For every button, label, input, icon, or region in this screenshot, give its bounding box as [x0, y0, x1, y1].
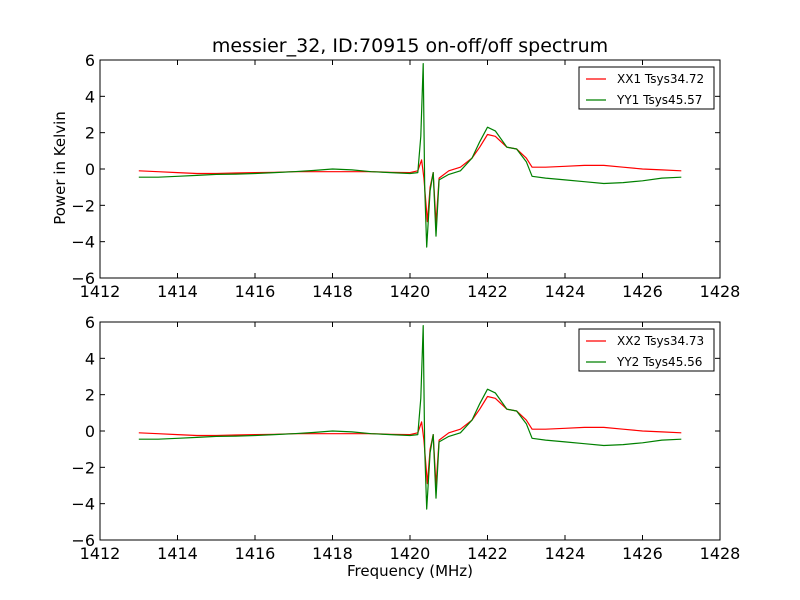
x-tick-label: 1418 — [312, 544, 353, 563]
y-tick-label: 2 — [85, 386, 95, 405]
legend-box — [578, 66, 715, 110]
x-tick-label: 1426 — [622, 544, 663, 563]
y-tick-label: 4 — [85, 349, 95, 368]
legend: XX1 Tsys34.72 YY1 Tsys45.57 — [578, 66, 715, 110]
x-tick-label: 1420 — [390, 282, 431, 301]
plot-panel-2: 1412 1414 1416 1418 1420 1422 1424 1426 1428 −6 −4… — [71, 313, 740, 563]
x-tick-label: 1412 — [80, 544, 121, 563]
x-tick-label: 1418 — [312, 282, 353, 301]
x-axis-label: Frequency (MHz) — [347, 562, 473, 580]
plot-panel-1: 1412 1414 1416 1418 1420 1422 1424 1426 1428 −6 −4… — [71, 51, 740, 301]
x-tick-label: 1428 — [700, 282, 741, 301]
series-line-yy2 — [138, 325, 682, 510]
y-axis-label: Power in Kelvin — [51, 111, 69, 225]
figure-title: messier_32, ID:70915 on-off/off spectrum — [212, 35, 608, 57]
y-tick-label: −6 — [71, 531, 95, 550]
x-tick-label: 1414 — [157, 544, 198, 563]
series-line-xx2 — [138, 395, 682, 487]
x-tick-label: 1412 — [80, 282, 121, 301]
x-tick-label: 1424 — [545, 544, 586, 563]
y-tick-label: 6 — [85, 313, 95, 332]
y-tick-label: −4 — [71, 233, 95, 252]
y-tick-label: −2 — [71, 458, 95, 477]
legend-label: YY1 Tsys45.57 — [616, 93, 702, 107]
y-tick-label: 0 — [85, 160, 95, 179]
legend-box — [578, 328, 715, 372]
legend-label: XX1 Tsys34.72 — [617, 72, 704, 86]
y-tick-label: 0 — [85, 422, 95, 441]
y-tick-label: 4 — [85, 87, 95, 106]
x-tick-label: 1420 — [390, 544, 431, 563]
x-tick-label: 1428 — [700, 544, 741, 563]
y-tick-label: −2 — [71, 196, 95, 215]
series-line-xx1 — [138, 133, 682, 225]
x-tick-label: 1416 — [235, 544, 276, 563]
x-tick-label: 1416 — [235, 282, 276, 301]
y-tick-label: 6 — [85, 51, 95, 70]
y-tick-label: −4 — [71, 495, 95, 514]
x-tick-label: 1422 — [467, 544, 508, 563]
legend-label: YY2 Tsys45.56 — [616, 355, 702, 369]
legend: XX2 Tsys34.73 YY2 Tsys45.56 — [578, 328, 715, 372]
x-tick-label: 1426 — [622, 282, 663, 301]
legend-label: XX2 Tsys34.73 — [617, 334, 704, 348]
series-line-yy1 — [138, 63, 682, 248]
x-tick-label: 1422 — [467, 282, 508, 301]
y-tick-label: −6 — [71, 269, 95, 288]
x-tick-label: 1414 — [157, 282, 198, 301]
y-tick-label: 2 — [85, 124, 95, 143]
x-tick-label: 1424 — [545, 282, 586, 301]
plot-panels: 1412 1414 1416 1418 1420 1422 1424 1426 1428 −6 −4… — [71, 51, 740, 563]
